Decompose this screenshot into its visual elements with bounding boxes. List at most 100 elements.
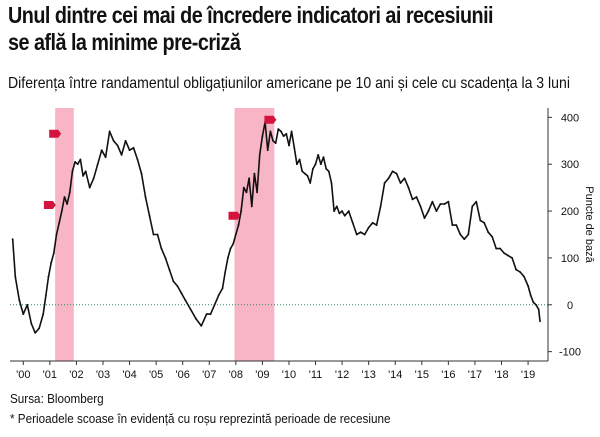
chart-title: Unul dintre cei mai de încredere indicat… xyxy=(8,2,515,56)
y-tick-label: -100 xyxy=(559,347,581,359)
recession-marker-1 xyxy=(43,201,56,209)
data-point xyxy=(148,214,151,217)
data-point xyxy=(523,275,525,278)
data-point xyxy=(415,196,418,198)
data-point xyxy=(459,233,462,236)
x-tick-label: '15 xyxy=(415,369,429,381)
data-point xyxy=(515,268,518,271)
data-point xyxy=(535,303,537,306)
data-point xyxy=(156,233,159,236)
data-point xyxy=(52,252,55,255)
data-point xyxy=(309,182,312,184)
data-point xyxy=(387,177,390,180)
x-tick-label: '10 xyxy=(282,369,296,381)
data-point xyxy=(290,130,293,133)
data-point xyxy=(226,257,229,259)
data-point xyxy=(355,233,358,236)
data-point xyxy=(213,303,216,306)
data-point xyxy=(144,196,147,198)
chart-axes xyxy=(10,108,549,362)
data-point xyxy=(479,219,482,222)
data-point xyxy=(527,285,529,287)
data-point xyxy=(18,299,21,301)
data-point xyxy=(234,233,237,236)
x-tick-label: '17 xyxy=(468,369,482,381)
data-point xyxy=(311,168,314,170)
data-point xyxy=(245,191,248,194)
y-axis-label: Puncte de bază xyxy=(583,186,595,263)
data-point xyxy=(491,235,494,238)
data-point xyxy=(195,317,197,320)
data-point xyxy=(539,320,541,323)
data-point xyxy=(467,233,470,236)
data-point xyxy=(495,247,498,250)
data-point xyxy=(280,130,282,133)
recession-markers xyxy=(43,115,277,220)
data-point xyxy=(38,327,41,330)
data-point xyxy=(296,163,298,166)
data-point xyxy=(221,287,224,290)
data-point xyxy=(325,168,328,170)
data-point xyxy=(371,221,374,224)
series-group xyxy=(11,121,541,334)
data-point xyxy=(50,261,53,264)
data-point xyxy=(443,203,446,205)
data-point xyxy=(100,149,103,152)
x-tick-label: '04 xyxy=(122,369,136,381)
data-point xyxy=(403,177,406,180)
data-point xyxy=(11,238,14,241)
data-point xyxy=(347,210,350,212)
data-point xyxy=(317,153,320,156)
title-line-1: Unul dintre cei mai de încredere indicat… xyxy=(8,2,494,28)
data-point xyxy=(333,210,336,212)
x-tick-label: '00 xyxy=(16,369,30,381)
data-point xyxy=(250,205,253,208)
data-point xyxy=(136,158,139,161)
data-point xyxy=(359,231,362,234)
data-point xyxy=(108,130,111,133)
data-point xyxy=(42,313,45,316)
y-tick-label: 0 xyxy=(567,300,573,312)
data-point xyxy=(132,146,135,149)
x-tick-label: '11 xyxy=(309,369,323,381)
data-point xyxy=(399,182,402,184)
data-point xyxy=(298,158,301,161)
data-point xyxy=(314,163,317,166)
data-point xyxy=(532,301,535,304)
data-point xyxy=(395,172,398,175)
data-point xyxy=(92,177,95,180)
data-point xyxy=(351,221,354,224)
data-point xyxy=(277,128,280,130)
data-point xyxy=(60,210,63,212)
data-point xyxy=(363,233,366,236)
data-point xyxy=(176,285,179,287)
data-point xyxy=(22,313,25,316)
recession-band-1 xyxy=(55,108,74,361)
data-point xyxy=(507,254,510,257)
data-point xyxy=(335,205,338,208)
data-point xyxy=(304,172,306,175)
data-point xyxy=(242,186,245,189)
data-point xyxy=(152,233,155,236)
data-point xyxy=(306,175,309,177)
y-tick-label: 200 xyxy=(561,206,579,218)
data-point xyxy=(253,172,256,175)
data-point xyxy=(269,130,272,133)
data-point xyxy=(327,170,330,173)
data-point xyxy=(475,200,478,203)
data-point xyxy=(435,210,438,212)
data-point xyxy=(282,135,285,138)
data-point xyxy=(240,210,243,212)
data-point xyxy=(47,275,50,278)
data-point xyxy=(274,142,277,145)
series-line-1 xyxy=(11,121,541,334)
recession-marker-4 xyxy=(264,115,277,124)
data-point xyxy=(14,275,17,278)
data-point xyxy=(288,144,290,147)
data-point xyxy=(74,160,76,163)
data-point xyxy=(120,153,123,156)
data-point xyxy=(439,203,442,205)
data-point xyxy=(285,132,288,135)
x-tick-label: '06 xyxy=(176,369,190,381)
data-point xyxy=(407,186,410,189)
